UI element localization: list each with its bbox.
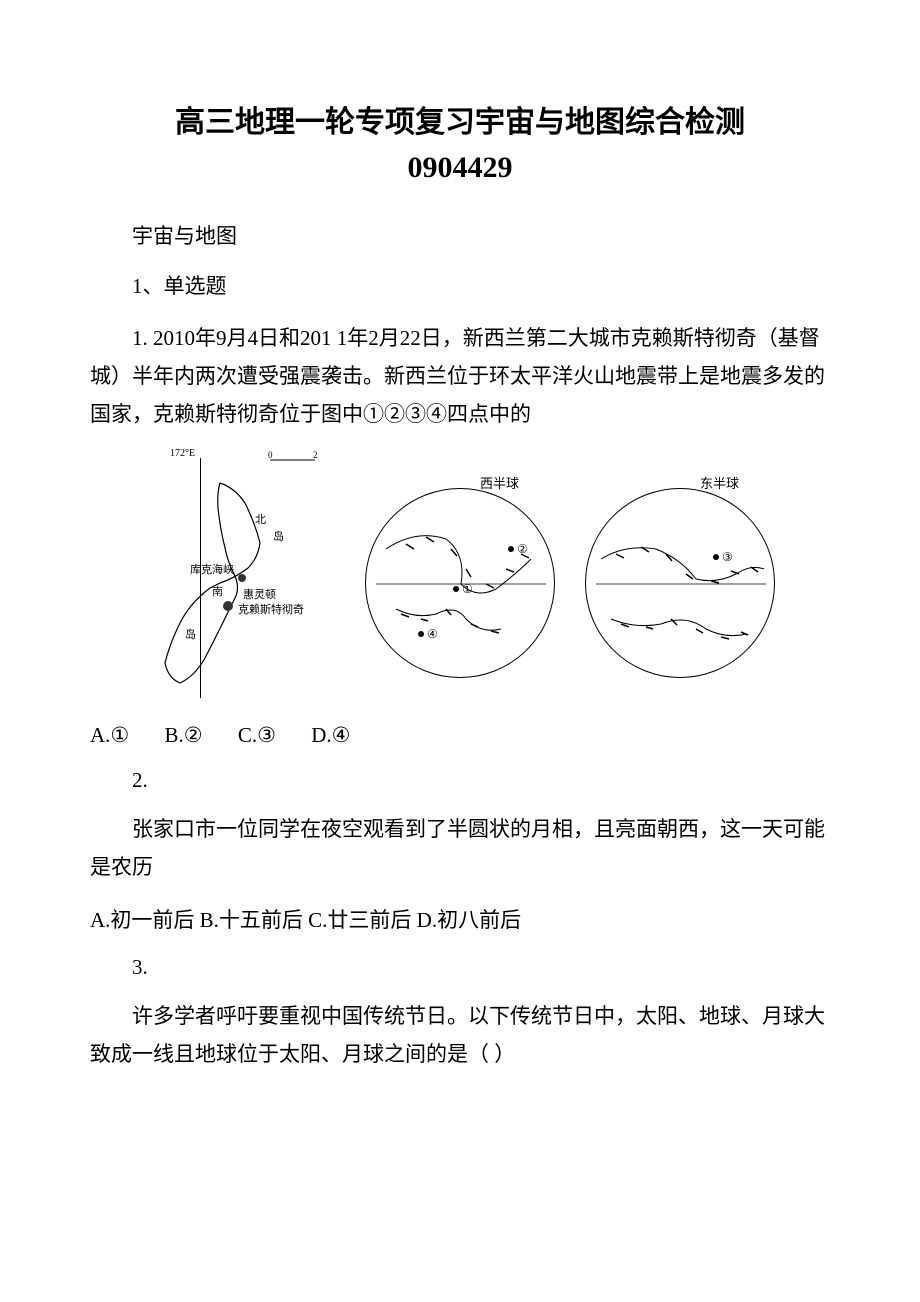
q1-options: A.① B.② C.③ D.④ xyxy=(90,723,830,748)
title-line-1: 高三地理一轮专项复习宇宙与地图综合检测 xyxy=(175,106,745,139)
q2-text: 张家口市一位同学在夜空观看到了半圆状的月相，且亮面朝西，这一天可能是农历 xyxy=(90,811,830,887)
svg-text:0: 0 xyxy=(268,450,273,460)
city-marker xyxy=(238,574,246,582)
strait-label: 库克海峡 xyxy=(190,562,234,576)
south-label: 南 xyxy=(212,585,223,598)
svg-text:④: ④ xyxy=(427,627,438,641)
q1-figure: 172°E 北 岛 库克海峡 南 惠灵顿 克赖斯特彻奇 岛 0 2 西半球 东半… xyxy=(90,448,830,708)
nz-outline-svg: 北 岛 库克海峡 南 惠灵顿 克赖斯特彻奇 岛 0 2 xyxy=(140,448,340,703)
new-zealand-map: 172°E 北 岛 库克海峡 南 惠灵顿 克赖斯特彻奇 岛 0 2 xyxy=(140,448,340,703)
east-hemi-svg: ③ xyxy=(586,489,776,679)
q1-option-a: A.① xyxy=(90,723,129,747)
q1-option-b: B.② xyxy=(165,723,203,747)
q1-option-c: C.③ xyxy=(238,723,276,747)
q3-text: 许多学者呼吁要重视中国传统节日。以下传统节日中，太阳、地球、月球大致成一线且地球… xyxy=(90,998,830,1074)
q1-option-d: D.④ xyxy=(311,723,350,747)
west-hemisphere-circle: ① ② ④ xyxy=(365,488,555,678)
wellington-label: 惠灵顿 xyxy=(243,587,276,601)
title-line-2: 0904429 xyxy=(408,151,513,184)
q3-number: 3. xyxy=(90,955,830,980)
svg-text:①: ① xyxy=(462,582,473,596)
north-label: 北 xyxy=(255,513,266,526)
island-label-1: 岛 xyxy=(273,529,284,543)
q2-number: 2. xyxy=(90,768,830,793)
section-label: 宇宙与地图 xyxy=(90,220,830,250)
city-marker-christchurch xyxy=(223,601,233,611)
svg-text:③: ③ xyxy=(722,550,733,564)
question-type-header: 1、单选题 xyxy=(90,270,830,300)
svg-text:2: 2 xyxy=(313,450,318,460)
map-diagram: 172°E 北 岛 库克海峡 南 惠灵顿 克赖斯特彻奇 岛 0 2 西半球 东半… xyxy=(140,448,780,703)
east-hemisphere-circle: ③ xyxy=(585,488,775,678)
christchurch-label: 克赖斯特彻奇 xyxy=(238,602,304,616)
q1-text: 1. 2010年9月4日和201 1年2月22日，新西兰第二大城市克赖斯特彻奇（… xyxy=(90,320,830,433)
document-title: 高三地理一轮专项复习宇宙与地图综合检测 0904429 xyxy=(90,100,830,190)
q2-options: A.初一前后 B.十五前后 C.廿三前后 D.初八前后 xyxy=(90,902,830,940)
west-hemi-svg: ① ② ④ xyxy=(366,489,556,679)
island-label-2: 岛 xyxy=(185,627,196,641)
